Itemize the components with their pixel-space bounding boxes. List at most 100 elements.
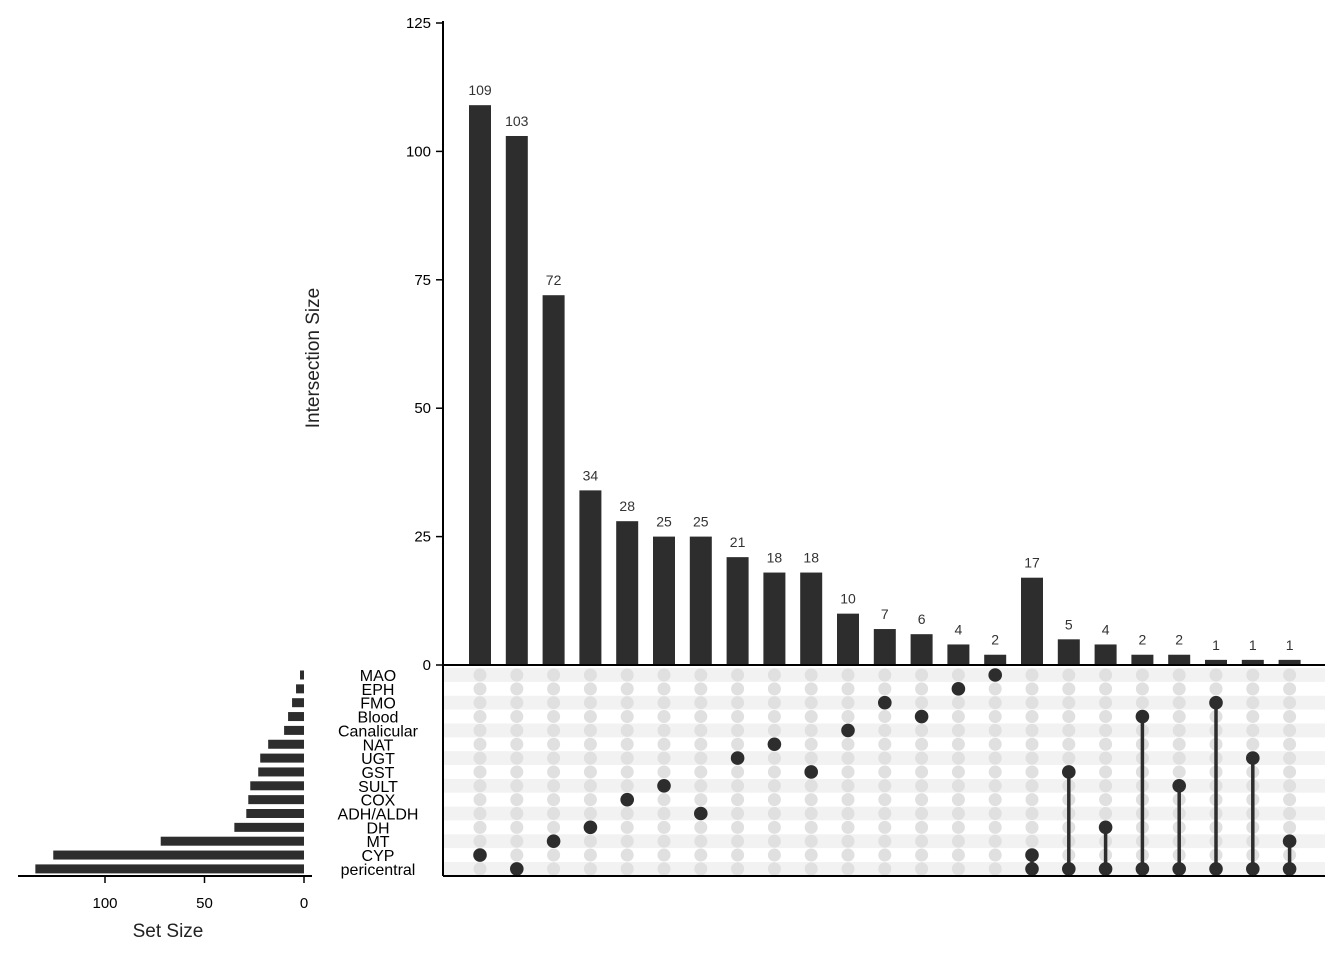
- bar-value-label: 18: [767, 550, 783, 566]
- matrix-dot-inactive: [694, 737, 708, 751]
- matrix-dot-inactive: [583, 723, 597, 737]
- intersection-bar: [800, 572, 823, 665]
- matrix-dot-inactive: [473, 682, 487, 696]
- set-size-bar: [288, 712, 304, 722]
- matrix-dot-inactive: [731, 820, 745, 834]
- matrix-dot-inactive: [510, 668, 524, 682]
- set-label: MAO: [360, 668, 396, 685]
- matrix-dot-inactive: [1099, 779, 1113, 793]
- matrix-dot-inactive: [1172, 751, 1186, 765]
- matrix-dot-inactive: [473, 820, 487, 834]
- matrix-dot-inactive: [547, 848, 561, 862]
- matrix-dot-inactive: [951, 710, 965, 724]
- matrix-dot-inactive: [657, 737, 671, 751]
- intersection-bar: [1168, 654, 1191, 665]
- matrix-dot-inactive: [731, 807, 745, 820]
- set-label: MT: [366, 834, 389, 851]
- matrix-dot-active: [730, 751, 745, 765]
- y-tick-label: 100: [406, 143, 431, 160]
- intersection-bar: [1131, 654, 1154, 665]
- matrix-dot-inactive: [510, 779, 524, 793]
- matrix-dot-inactive: [620, 779, 634, 793]
- matrix-dot-inactive: [473, 696, 487, 710]
- set-label: GST: [362, 765, 395, 782]
- matrix-dot-inactive: [988, 682, 1002, 696]
- matrix-dot-inactive: [731, 779, 745, 793]
- matrix-dot-inactive: [951, 820, 965, 834]
- intersection-bar: [1057, 639, 1080, 665]
- matrix-dot-inactive: [1025, 682, 1039, 696]
- matrix-dot-inactive: [510, 807, 524, 820]
- set-size-bar: [284, 725, 304, 735]
- matrix-dot-inactive: [988, 834, 1002, 848]
- matrix-dot-inactive: [510, 834, 524, 848]
- matrix-dot-inactive: [951, 848, 965, 862]
- matrix-dot-inactive: [1099, 765, 1113, 779]
- matrix-dot-inactive: [804, 682, 818, 696]
- matrix-dot-inactive: [473, 834, 487, 848]
- set-size-bar: [296, 684, 304, 694]
- set-label: SULT: [358, 779, 398, 796]
- matrix-dot-inactive: [694, 848, 708, 862]
- matrix-dot-inactive: [694, 751, 708, 765]
- bar-value-label: 18: [803, 550, 819, 566]
- matrix-dot-inactive: [767, 668, 781, 682]
- intersection-bar: [616, 521, 639, 665]
- matrix-dot-inactive: [1283, 710, 1297, 724]
- matrix-dot-inactive: [1246, 723, 1260, 737]
- intersection-bar: [579, 490, 602, 665]
- matrix-dot-inactive: [1099, 668, 1113, 682]
- matrix-dot-inactive: [510, 848, 524, 862]
- matrix-dot-active: [1135, 862, 1150, 876]
- matrix-dot-inactive: [767, 793, 781, 807]
- bar-value-label: 1: [1249, 637, 1257, 653]
- matrix-dot-inactive: [731, 723, 745, 737]
- matrix-dot-inactive: [951, 668, 965, 682]
- set-size-bar: [260, 753, 304, 763]
- bar-value-label: 6: [918, 611, 926, 627]
- matrix-dot-inactive: [767, 751, 781, 765]
- matrix-dot-inactive: [620, 696, 634, 710]
- matrix-dot-inactive: [583, 737, 597, 751]
- matrix-dot-inactive: [547, 682, 561, 696]
- matrix-dot-inactive: [841, 793, 855, 807]
- matrix-dot-inactive: [1099, 751, 1113, 765]
- matrix-dot-inactive: [547, 696, 561, 710]
- bar-value-label: 4: [1102, 621, 1110, 637]
- matrix-dot-active: [878, 695, 892, 710]
- set-size-bar: [292, 698, 304, 708]
- matrix-dot-inactive: [694, 862, 708, 876]
- matrix-dot-inactive: [473, 668, 487, 682]
- matrix-dot-inactive: [1025, 779, 1039, 793]
- matrix-dot-inactive: [583, 765, 597, 779]
- matrix-dot-inactive: [1099, 710, 1113, 724]
- matrix-dot-inactive: [767, 834, 781, 848]
- bar-value-label: 25: [693, 514, 709, 530]
- matrix-dot-inactive: [1062, 751, 1076, 765]
- matrix-dot-inactive: [583, 779, 597, 793]
- matrix-dot-inactive: [694, 668, 708, 682]
- set-size-bar: [234, 822, 304, 832]
- matrix-dot-inactive: [657, 807, 671, 820]
- set-size-bar: [246, 809, 304, 818]
- intersection-bar: [689, 536, 712, 665]
- bar-value-label: 5: [1065, 616, 1073, 632]
- matrix-dot-inactive: [804, 737, 818, 751]
- matrix-dot-inactive: [841, 682, 855, 696]
- matrix-dot-active: [804, 765, 818, 779]
- matrix-dot-active: [1172, 862, 1186, 876]
- matrix-dot-inactive: [841, 862, 855, 876]
- matrix-dot-inactive: [694, 723, 708, 737]
- matrix-dot-inactive: [915, 668, 929, 682]
- bar-value-label: 109: [468, 82, 492, 98]
- matrix-dot-active: [546, 834, 561, 848]
- matrix-dot-inactive: [951, 765, 965, 779]
- matrix-dot-inactive: [510, 820, 524, 834]
- matrix-dot-active: [1172, 779, 1186, 793]
- matrix-dot-inactive: [583, 668, 597, 682]
- matrix-dot-inactive: [1246, 682, 1260, 696]
- matrix-dot-inactive: [804, 696, 818, 710]
- matrix-dot-inactive: [620, 862, 634, 876]
- set-label: FMO: [360, 696, 396, 713]
- matrix-dot-inactive: [510, 682, 524, 696]
